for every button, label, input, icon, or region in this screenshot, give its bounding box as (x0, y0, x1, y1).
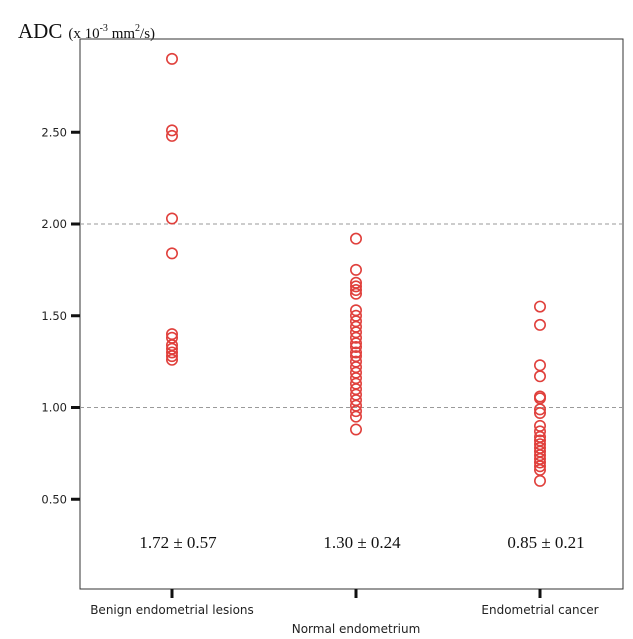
y-tick-label-0: 0.50 (41, 492, 67, 506)
x-axis: Benign endometrial lesions Normal endomet… (90, 589, 599, 636)
data-point-g2-18 (533, 460, 546, 473)
data-point-g0-9 (166, 346, 179, 359)
x-category-label-1: Normal endometrium (292, 622, 421, 636)
data-point-g0-1 (166, 124, 179, 137)
group-summaries: 1.72 ± 0.57 1.30 ± 0.24 0.85 ± 0.21 (139, 533, 584, 552)
y-axis-unit-exponent: -3 (100, 23, 108, 34)
data-point-g2-2 (533, 359, 546, 372)
data-point-g0-4 (166, 247, 179, 260)
y-axis-unit-mm: mm (108, 26, 135, 42)
data-point-g1-12 (349, 337, 362, 350)
data-point-g1-13 (349, 340, 362, 353)
data-point-g1-3 (349, 280, 362, 293)
y-axis-unit-square: 2 (135, 23, 140, 34)
data-point-g0-3 (166, 212, 179, 225)
data-point-g1-4 (349, 284, 362, 297)
data-point-g2-6 (533, 403, 546, 416)
y-axis-unit-prefix: (x 10 (68, 26, 99, 42)
data-point-g0-2 (166, 129, 179, 142)
plot-area-frame (79, 38, 624, 590)
y-axis-unit-suffix: /s) (140, 26, 155, 42)
y-axis: 0.50 1.00 1.50 2.00 2.50 (41, 125, 80, 506)
data-point-g2-17 (533, 456, 546, 469)
data-point-g0-0 (166, 52, 179, 65)
data-point-g1-11 (349, 331, 362, 344)
y-tick-label-2: 1.50 (41, 309, 67, 323)
data-point-g1-26 (349, 410, 362, 423)
data-point-g0-10 (166, 350, 179, 363)
data-point-g2-3 (533, 370, 546, 383)
summary-label-1: 1.30 ± 0.24 (323, 533, 401, 552)
y-axis-label-main: ADC (18, 19, 62, 43)
y-tick-label-3: 2.00 (41, 217, 67, 231)
data-point-g1-14 (349, 346, 362, 359)
data-points (166, 52, 546, 487)
x-category-label-2: Endometrial cancer (481, 603, 598, 617)
data-point-g0-11 (166, 353, 179, 366)
data-point-g2-7 (533, 407, 546, 420)
data-point-g1-27 (349, 423, 362, 436)
y-tick-label-4: 2.50 (41, 125, 67, 139)
y-axis-label: ADC (x 10-3 mm2/s) (18, 19, 155, 43)
summary-label-0: 1.72 ± 0.57 (139, 533, 217, 552)
y-tick-label-1: 1.00 (41, 401, 67, 415)
data-point-g1-0 (349, 232, 362, 245)
data-point-g2-9 (533, 425, 546, 438)
data-point-g1-1 (349, 263, 362, 276)
data-point-g1-5 (349, 287, 362, 300)
data-point-g2-20 (533, 474, 546, 487)
summary-label-2: 0.85 ± 0.21 (507, 533, 584, 552)
data-point-g2-1 (533, 318, 546, 331)
data-point-g1-25 (349, 405, 362, 418)
x-category-label-0: Benign endometrial lesions (90, 603, 254, 617)
data-point-g2-0 (533, 300, 546, 313)
